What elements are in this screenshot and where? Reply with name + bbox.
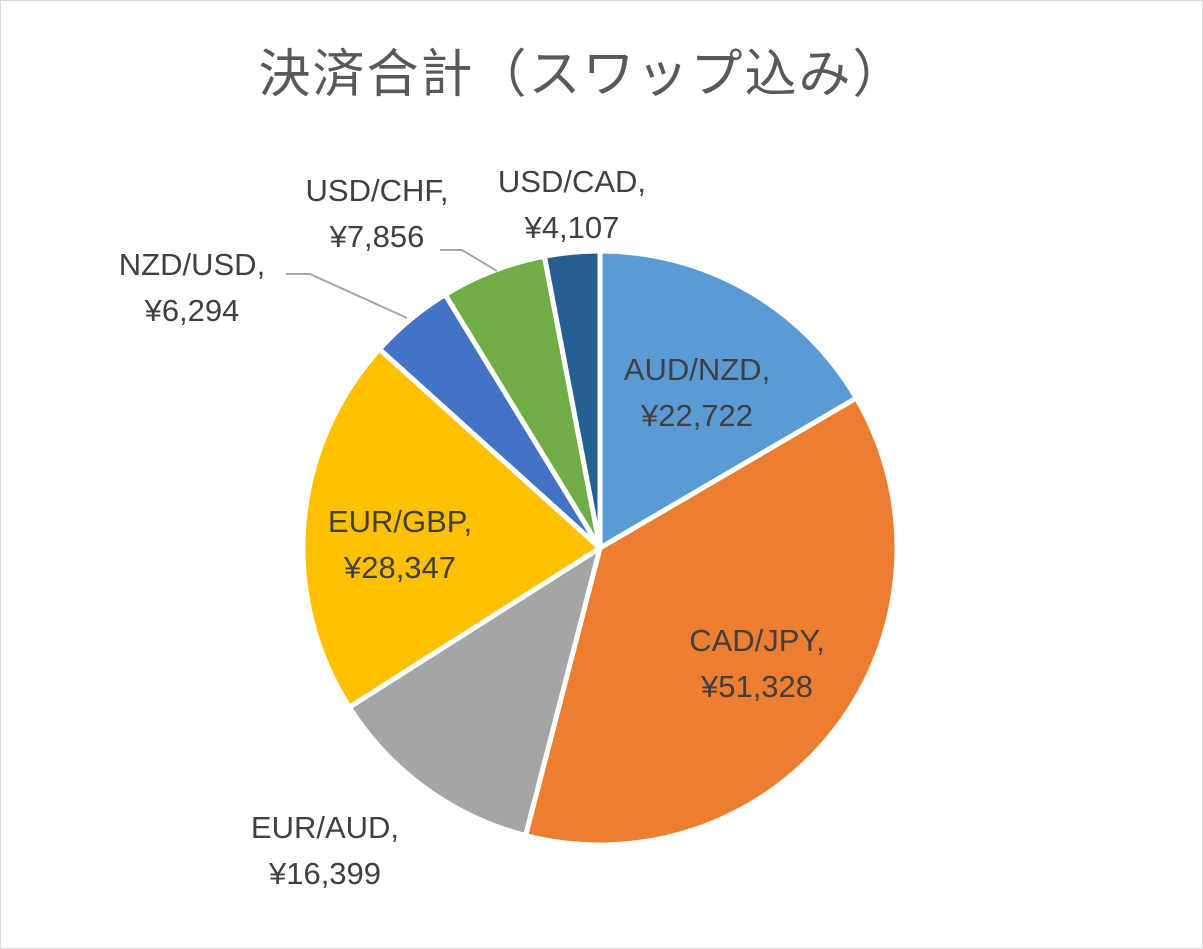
data-label-nzd-usd: NZD/USD, ¥6,294 bbox=[119, 247, 265, 328]
data-label-value: ¥16,399 bbox=[268, 856, 381, 891]
data-label-usd-cad: USD/CAD, ¥4,107 bbox=[498, 164, 646, 245]
data-label-usd-chf: USD/CHF, ¥7,856 bbox=[306, 173, 449, 254]
data-label-eur-aud: EUR/AUD, ¥16,399 bbox=[251, 810, 399, 891]
pie-slice-cad-jpy bbox=[523, 395, 900, 848]
data-label-category: EUR/GBP, bbox=[328, 504, 472, 539]
pie-slice-eur-gbp bbox=[300, 346, 603, 710]
data-label-value: ¥22,722 bbox=[640, 398, 753, 433]
data-label-category: USD/CHF, bbox=[306, 173, 449, 208]
pie-slice-aud-nzd bbox=[597, 248, 859, 551]
leader-lines bbox=[286, 249, 498, 319]
data-label-category: USD/CAD, bbox=[498, 164, 646, 199]
data-label-aud-nzd: AUD/NZD, ¥22,722 bbox=[624, 352, 770, 433]
pie-slice-eur-aud bbox=[346, 545, 603, 839]
data-labels: AUD/NZD, ¥22,722 CAD/JPY, ¥51,328 EUR/AUD, ¥1… bbox=[119, 164, 825, 891]
data-label-value: ¥6,294 bbox=[144, 293, 240, 328]
data-label-value: ¥51,328 bbox=[700, 669, 813, 704]
leader-line-nzd-usd bbox=[286, 273, 408, 319]
data-label-value: ¥7,856 bbox=[329, 219, 425, 254]
data-label-category: AUD/NZD, bbox=[624, 352, 770, 387]
data-label-category: CAD/JPY, bbox=[689, 623, 825, 658]
data-label-value: ¥4,107 bbox=[524, 210, 620, 245]
leader-line-usd-chf bbox=[440, 249, 498, 272]
pie-slices bbox=[300, 248, 900, 848]
data-label-category: NZD/USD, bbox=[119, 247, 265, 282]
pie-slice-usd-cad bbox=[541, 248, 603, 551]
data-label-value: ¥28,347 bbox=[343, 550, 456, 585]
data-label-category: EUR/AUD, bbox=[251, 810, 399, 845]
data-label-eur-gbp: EUR/GBP, ¥28,347 bbox=[328, 504, 472, 585]
data-label-cad-jpy: CAD/JPY, ¥51,328 bbox=[689, 623, 825, 704]
chart-title: 決済合計（スワップ込み） bbox=[258, 45, 907, 105]
